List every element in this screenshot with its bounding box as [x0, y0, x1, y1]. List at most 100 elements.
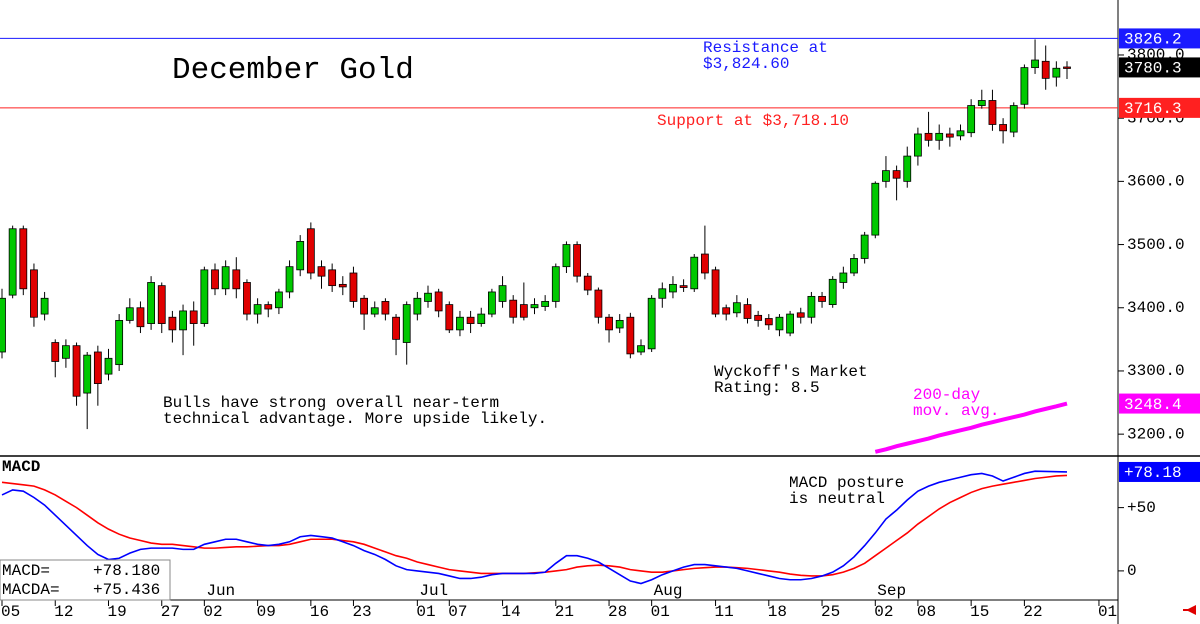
y-tick-label: +50: [1127, 499, 1156, 517]
candle-body: [221, 266, 230, 290]
series-line: [1, 470, 1068, 585]
candle-body: [285, 266, 294, 293]
month-label: Jun: [206, 582, 235, 600]
moving-average: [874, 401, 1068, 454]
candle-body: [775, 316, 784, 331]
candle-body: [125, 307, 134, 321]
last-price-label: 3780.3: [1124, 60, 1182, 78]
candle-body: [1041, 60, 1050, 79]
candle-body: [658, 288, 667, 299]
x-tick-label: 21: [555, 603, 574, 621]
candle-body: [509, 299, 518, 318]
x-tick-label: 11: [715, 603, 734, 621]
candle-body: [551, 266, 560, 302]
x-tick-label: 14: [502, 603, 521, 621]
candle-body: [626, 316, 635, 355]
candle-body: [466, 316, 475, 324]
x-tick-label: 01: [651, 603, 670, 621]
x-tick-label: 12: [54, 603, 73, 621]
x-tick-label: 07: [448, 603, 467, 621]
candle-body: [1009, 105, 1018, 133]
candle-body: [839, 272, 848, 283]
x-tick-label: 01: [416, 603, 435, 621]
macd-label: +78.18: [1124, 464, 1182, 482]
candle-body: [243, 282, 251, 315]
readout-name: MACD=: [2, 562, 50, 580]
candle-body: [157, 285, 166, 324]
candle-body: [882, 170, 890, 182]
candle-body: [945, 133, 954, 138]
month-label: Sep: [877, 582, 906, 600]
candle-body: [914, 133, 922, 157]
candle-body: [93, 351, 102, 384]
candle-body: [828, 278, 837, 305]
candle-body: [328, 269, 337, 287]
candle-body: [743, 304, 752, 319]
x-tick-label: 05: [1, 603, 20, 621]
candle-body: [370, 307, 379, 315]
candle-body: [317, 266, 326, 277]
candle-body: [8, 228, 17, 296]
candle-body: [115, 319, 124, 366]
candle-body: [892, 170, 901, 179]
annotation: Bulls have strong overall near-term: [163, 394, 499, 412]
candle-body: [456, 316, 464, 331]
support-note: Support at $3,718.10: [657, 112, 849, 130]
y-tick-label: 3600.0: [1127, 173, 1185, 191]
candle-body: [562, 244, 571, 268]
candle-body: [477, 313, 486, 324]
candle-body: [573, 244, 581, 277]
candle-body: [83, 354, 92, 394]
readout-name: MACDA=: [2, 581, 60, 599]
candle-body: [381, 301, 390, 315]
candle-body: [338, 283, 347, 288]
candle-body: [487, 291, 496, 315]
resistance-label: 3826.2: [1124, 31, 1182, 49]
candle-body: [711, 269, 720, 315]
candle-body: [62, 345, 70, 359]
x-tick-label: 19: [108, 603, 127, 621]
candle-body: [264, 304, 273, 310]
candle-body: [786, 313, 794, 334]
candle-body: [51, 342, 60, 362]
annotation: Rating: 8.5: [714, 379, 820, 397]
candle-body: [541, 301, 550, 307]
candle-body: [850, 258, 858, 274]
candle-body: [583, 275, 592, 291]
readout-value: +78.180: [93, 562, 160, 580]
x-tick-label: 08: [917, 603, 936, 621]
candle-body: [19, 228, 28, 290]
candle-body: [1031, 59, 1039, 69]
annotation: Wyckoff's Market: [714, 363, 868, 381]
x-tick-label: 23: [352, 603, 371, 621]
annotation: is neutral: [789, 490, 885, 508]
candle-body: [999, 124, 1007, 132]
candle-body: [274, 291, 283, 309]
candle-body: [253, 304, 262, 315]
ma-note: mov. avg.: [913, 402, 999, 420]
x-tick-label: 18: [768, 603, 787, 621]
x-tick-label: 16: [310, 603, 329, 621]
last-price-box: [1119, 57, 1200, 78]
resistance-note: Resistance at: [703, 39, 828, 57]
annotation: MACD posture: [789, 474, 904, 492]
candle-body: [296, 241, 305, 271]
ma-box: [1119, 393, 1200, 414]
candle-body: [647, 297, 656, 350]
y-tick-label: 3400.0: [1127, 299, 1185, 317]
y-tick-label: 3500.0: [1127, 236, 1185, 254]
month-label: Aug: [654, 582, 683, 600]
candle-body: [211, 269, 219, 290]
candle-body: [40, 297, 49, 315]
macd-title: MACD: [2, 458, 40, 476]
candle-body: [977, 100, 986, 106]
candle-body: [679, 285, 688, 288]
candle-body: [200, 269, 209, 324]
x-tick-label: 15: [970, 603, 989, 621]
candle-body: [413, 297, 422, 315]
candle-body: [860, 234, 869, 259]
candle-body: [1063, 66, 1071, 69]
x-tick-label: 28: [608, 603, 627, 621]
candle-body: [754, 314, 763, 321]
